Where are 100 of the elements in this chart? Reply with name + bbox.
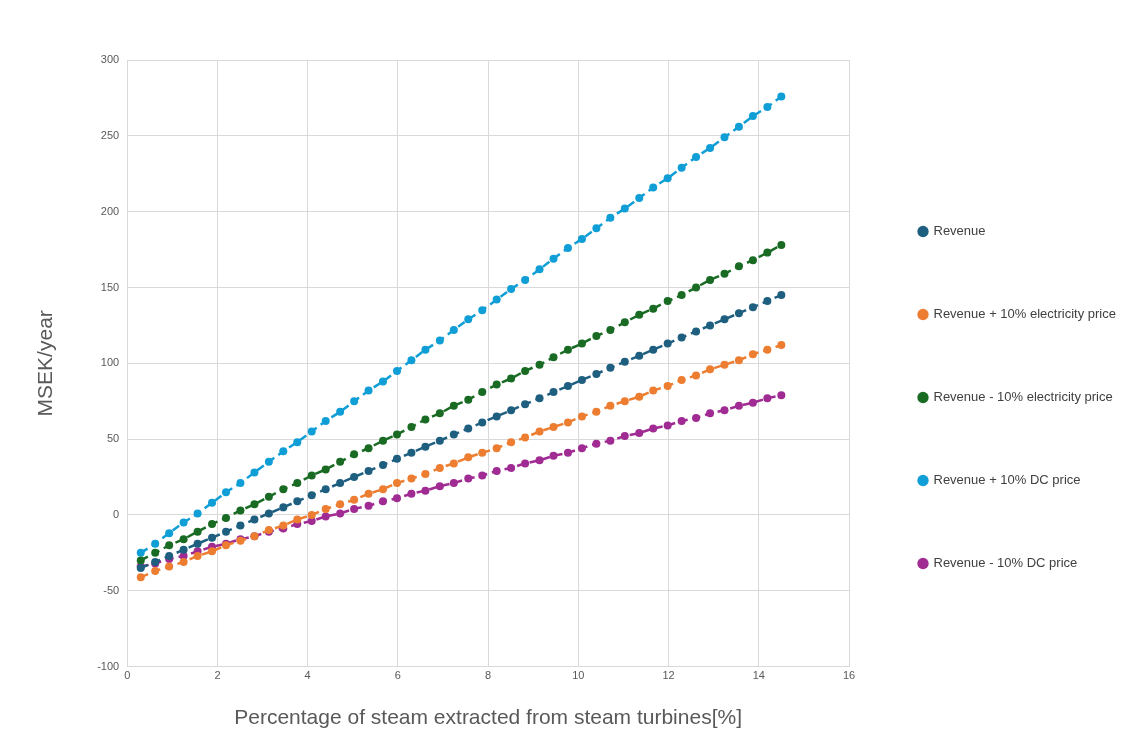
point — [663, 174, 672, 183]
point — [193, 539, 202, 548]
point — [364, 386, 373, 395]
point — [364, 501, 373, 510]
point — [748, 256, 757, 265]
point — [720, 315, 729, 324]
point — [763, 394, 772, 403]
point — [151, 548, 160, 557]
point — [407, 422, 416, 431]
point — [392, 494, 401, 503]
point — [620, 318, 629, 327]
point — [592, 369, 601, 378]
point — [577, 339, 586, 348]
point — [449, 459, 458, 468]
point — [521, 366, 530, 375]
point — [449, 401, 458, 410]
point — [250, 500, 259, 509]
y-tick-label: 200 — [100, 204, 120, 217]
point — [478, 418, 487, 427]
point — [321, 416, 330, 425]
point — [179, 518, 188, 527]
point — [507, 284, 516, 293]
point — [449, 479, 458, 488]
point — [165, 541, 174, 550]
point — [692, 327, 701, 336]
point — [521, 459, 530, 468]
y-tick-label: -50 — [103, 583, 120, 596]
point — [464, 453, 473, 462]
point — [635, 392, 644, 401]
point — [492, 466, 501, 475]
point — [392, 430, 401, 439]
point — [236, 506, 245, 515]
y-tick-label: 250 — [100, 128, 120, 141]
point — [379, 497, 387, 506]
point — [336, 407, 345, 416]
point — [435, 436, 444, 445]
point — [549, 353, 558, 362]
point — [193, 509, 202, 518]
point — [734, 122, 743, 131]
point — [421, 470, 430, 479]
point — [635, 310, 644, 319]
point — [151, 539, 160, 548]
point — [635, 194, 644, 202]
point — [777, 241, 786, 250]
point — [720, 406, 729, 415]
point — [535, 394, 544, 403]
point — [677, 416, 686, 425]
point — [379, 377, 387, 386]
point — [577, 412, 586, 421]
point — [321, 504, 330, 513]
point — [521, 275, 530, 284]
point — [350, 473, 359, 482]
point — [236, 521, 245, 530]
point — [435, 482, 444, 491]
point — [336, 457, 345, 466]
point — [507, 374, 516, 383]
point — [307, 427, 316, 436]
point — [264, 492, 273, 501]
point — [264, 457, 273, 466]
x-tick-label: 6 — [394, 669, 401, 682]
point — [663, 382, 672, 391]
point — [250, 468, 259, 477]
point — [592, 332, 601, 340]
point — [521, 400, 530, 409]
point — [165, 562, 174, 571]
point — [321, 512, 330, 521]
point — [236, 479, 245, 488]
point — [649, 304, 658, 313]
x-tick-label: 14 — [752, 669, 765, 682]
point — [350, 450, 359, 459]
point — [136, 548, 145, 557]
point — [407, 489, 416, 498]
point — [364, 466, 373, 475]
point — [293, 497, 302, 506]
point — [563, 448, 572, 457]
point — [407, 356, 416, 365]
point — [777, 341, 786, 350]
point — [706, 143, 715, 152]
point — [307, 510, 316, 519]
point — [706, 365, 715, 374]
point — [421, 345, 430, 354]
point — [392, 454, 401, 463]
point — [222, 513, 231, 522]
point — [663, 297, 672, 306]
point — [563, 345, 572, 354]
point — [392, 366, 401, 375]
point — [264, 509, 273, 518]
point — [720, 269, 729, 278]
legend-label: Revenue + 10% DC price — [933, 472, 1081, 488]
point — [478, 471, 487, 480]
point — [535, 456, 544, 465]
point — [321, 465, 330, 474]
point — [478, 448, 487, 457]
point — [549, 422, 558, 431]
point — [549, 254, 558, 263]
point — [649, 386, 658, 395]
point — [734, 401, 743, 410]
point — [492, 380, 501, 389]
legend-label: Revenue + 10% electricity price — [933, 306, 1116, 322]
point — [407, 474, 416, 483]
